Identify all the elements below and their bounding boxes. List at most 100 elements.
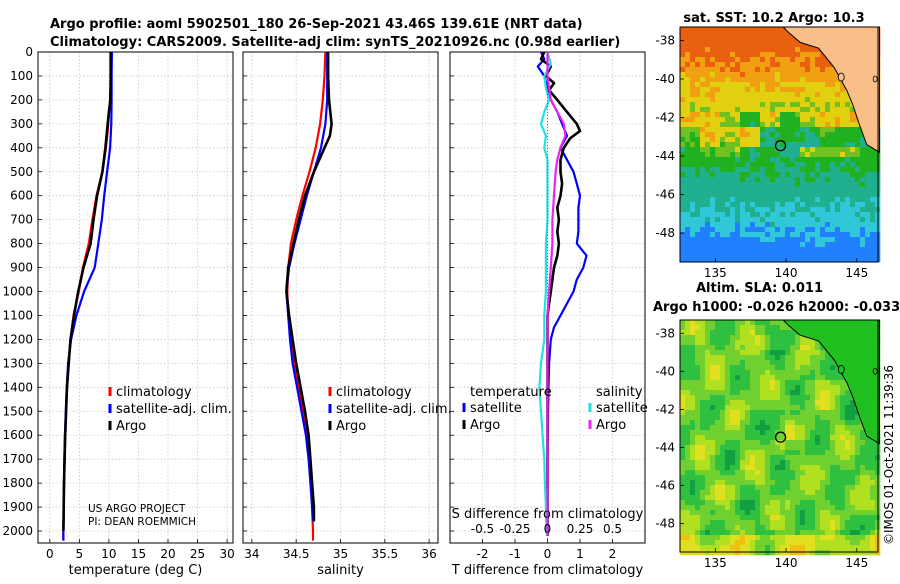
map-cell — [730, 77, 736, 83]
map-cell — [845, 157, 851, 163]
map-cell — [705, 470, 711, 476]
map-cell — [785, 102, 791, 108]
map-cell — [815, 450, 821, 456]
map-cell — [780, 67, 786, 73]
map-cell — [805, 122, 811, 128]
map-cell — [710, 505, 716, 511]
map-cell — [730, 257, 736, 263]
map-cell — [730, 495, 736, 501]
map-cell — [755, 510, 761, 516]
map-cell — [695, 505, 701, 511]
map-cell — [785, 202, 791, 208]
map-cell — [800, 87, 806, 93]
map-cell — [815, 77, 821, 83]
y-tick-label: 0 — [25, 45, 33, 59]
map-cell — [755, 42, 761, 48]
map-cell — [705, 530, 711, 536]
map-cell — [740, 465, 746, 471]
map-cell — [785, 122, 791, 128]
map-cell — [855, 480, 861, 486]
map-cell — [805, 380, 811, 386]
map-cell — [745, 365, 751, 371]
map-cell — [840, 420, 846, 426]
map-cell — [710, 92, 716, 98]
map-cell — [725, 495, 731, 501]
map-cell — [835, 247, 841, 253]
map-cell — [705, 152, 711, 158]
map-cell — [740, 535, 746, 541]
map-cell — [755, 520, 761, 526]
map-cell — [745, 87, 751, 93]
map-cell — [750, 400, 756, 406]
map-cell — [720, 360, 726, 366]
map-cell — [825, 67, 831, 73]
map-cell — [765, 370, 771, 376]
map-cell — [745, 330, 751, 336]
map-cell — [835, 122, 841, 128]
map-cell — [765, 172, 771, 178]
map-cell — [715, 87, 721, 93]
map-cell — [735, 375, 741, 381]
map-cell — [775, 57, 781, 63]
map-cell — [745, 505, 751, 511]
map-cell — [745, 252, 751, 258]
map-cell — [685, 325, 691, 331]
map-cell — [730, 242, 736, 248]
map-cell — [685, 242, 691, 248]
map-cell — [690, 375, 696, 381]
map-cell — [685, 445, 691, 451]
map-cell — [730, 177, 736, 183]
map-cell — [805, 440, 811, 446]
credit-line-1: US ARGO PROJECT — [88, 503, 186, 515]
map-cell — [690, 365, 696, 371]
map-cell — [755, 57, 761, 63]
map-cell — [805, 117, 811, 123]
map-cell — [710, 207, 716, 213]
map-cell — [835, 450, 841, 456]
map-cell — [720, 525, 726, 531]
map-cell — [695, 182, 701, 188]
map-cell — [710, 132, 716, 138]
map-cell — [720, 157, 726, 163]
map-cell — [705, 212, 711, 218]
map-cell — [690, 137, 696, 143]
map-cell — [770, 222, 776, 228]
map-cell — [750, 545, 756, 551]
map-cell — [855, 237, 861, 243]
map-cell — [810, 405, 816, 411]
map-cell — [825, 127, 831, 133]
map-cell — [780, 395, 786, 401]
map-cell — [730, 142, 736, 148]
map-cell — [765, 192, 771, 198]
map-cell — [690, 127, 696, 133]
map-cell — [780, 485, 786, 491]
map-cell — [830, 152, 836, 158]
map-cell — [750, 62, 756, 68]
map-cell — [795, 535, 801, 541]
map-cell — [780, 480, 786, 486]
map-cell — [815, 122, 821, 128]
map-cell — [820, 107, 826, 113]
map-cell — [725, 232, 731, 238]
map-cell — [820, 232, 826, 238]
map-cell — [755, 172, 761, 178]
map-cell — [845, 222, 851, 228]
map-cell — [805, 132, 811, 138]
map-cell — [730, 470, 736, 476]
map-cell — [760, 57, 766, 63]
map-cell — [775, 455, 781, 461]
map-cell — [830, 202, 836, 208]
map-cell — [765, 257, 771, 263]
map-cell — [705, 167, 711, 173]
map-cell — [770, 27, 776, 33]
map-cell — [735, 325, 741, 331]
map-cell — [800, 102, 806, 108]
map-cell — [735, 87, 741, 93]
map-cell — [760, 350, 766, 356]
map-cell — [710, 72, 716, 78]
map-cell — [735, 470, 741, 476]
map-cell — [855, 535, 861, 541]
map-cell — [740, 410, 746, 416]
map-cell — [690, 335, 696, 341]
map-cell — [815, 157, 821, 163]
